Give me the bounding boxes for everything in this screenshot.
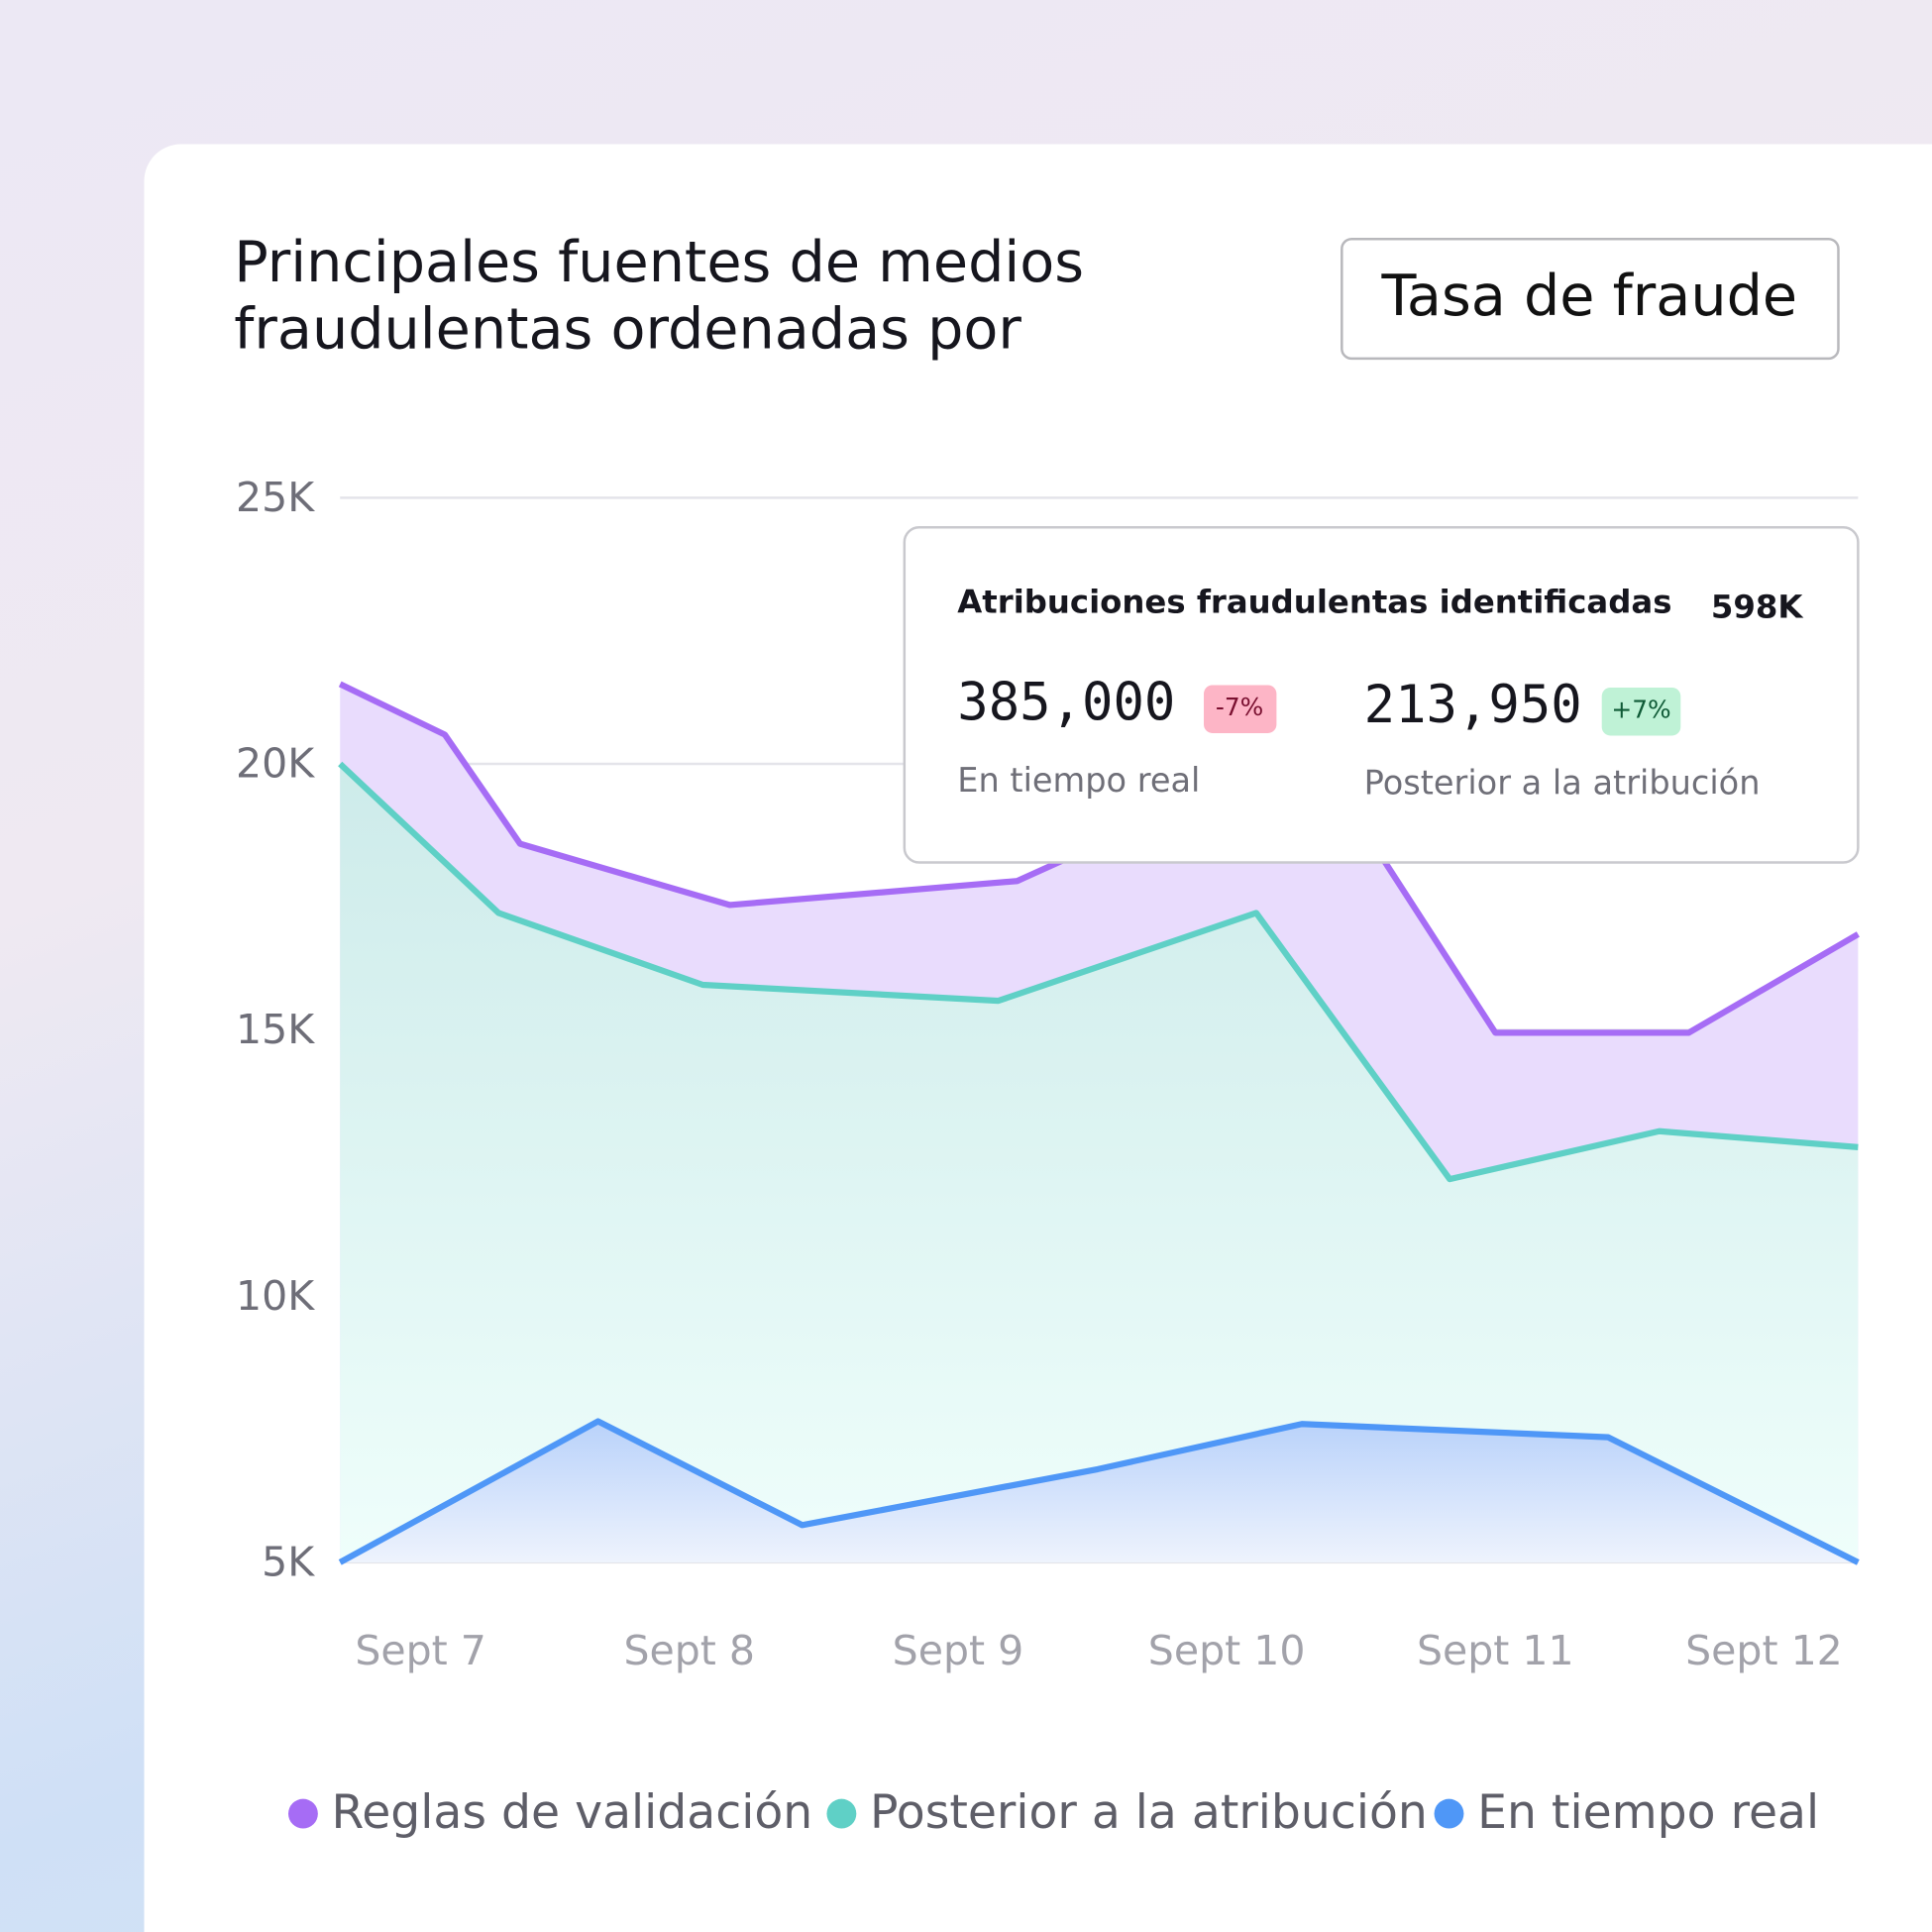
metric-label: En tiempo real: [957, 761, 1200, 800]
metric-label: Posterior a la atribución: [1364, 764, 1761, 803]
dropdown-button[interactable]: [1341, 238, 1840, 361]
plot: 5K 10K 15K 20K 25K Sept 7 Sept 8 Sept 9 Sept 10 S…: [236, 474, 1860, 1674]
y-tick-label: 10K: [236, 1272, 315, 1320]
legend-dot: [826, 1798, 857, 1829]
x-tick-label: Sept 10: [1148, 1627, 1306, 1674]
x-tick-label: Sept 7: [355, 1627, 486, 1674]
tooltip-box: [903, 526, 1860, 864]
legend-dot: [1434, 1798, 1464, 1829]
tooltip: Atribuciones fraudulentas identificadas …: [903, 526, 1860, 864]
legend-label: Posterior a la atribución: [870, 1785, 1428, 1840]
metric-value: 385,000: [957, 674, 1175, 733]
dropdown-label[interactable]: Tasa de fraude: [1380, 264, 1797, 329]
y-tick-label: 20K: [236, 740, 315, 788]
badge: [1204, 685, 1277, 733]
legend-dot: [288, 1798, 318, 1829]
metric-value: 213,950: [1364, 676, 1582, 735]
y-tick-label: 25K: [236, 474, 315, 521]
legend-label: Reglas de validación: [332, 1785, 813, 1840]
area: [340, 1421, 1859, 1562]
line: [338, 761, 1859, 1183]
legend-label: En tiempo real: [1477, 1785, 1819, 1840]
title-line: fraudulentas ordenadas por: [234, 296, 1021, 362]
line: [338, 1418, 1860, 1565]
legend: Reglas de validación Posterior a la atrib…: [288, 1785, 1819, 1840]
tooltip-title: Atribuciones fraudulentas identificadas: [957, 583, 1671, 620]
x-tick-label: Sept 9: [893, 1627, 1024, 1674]
badge-text: -7%: [1216, 693, 1263, 721]
area: [340, 764, 1859, 1562]
tooltip-total: 598K: [1711, 588, 1804, 625]
x-tick-label: Sept 8: [624, 1627, 756, 1674]
y-tick-label: 15K: [236, 1006, 315, 1053]
badge: [1601, 687, 1681, 736]
title-line: Principales fuentes de medios: [234, 230, 1084, 295]
x-tick-label: Sept 11: [1417, 1627, 1574, 1674]
x-tick-label: Sept 12: [1685, 1627, 1843, 1674]
y-tick-label: 5K: [262, 1538, 315, 1585]
badge-text: +7%: [1611, 696, 1670, 724]
